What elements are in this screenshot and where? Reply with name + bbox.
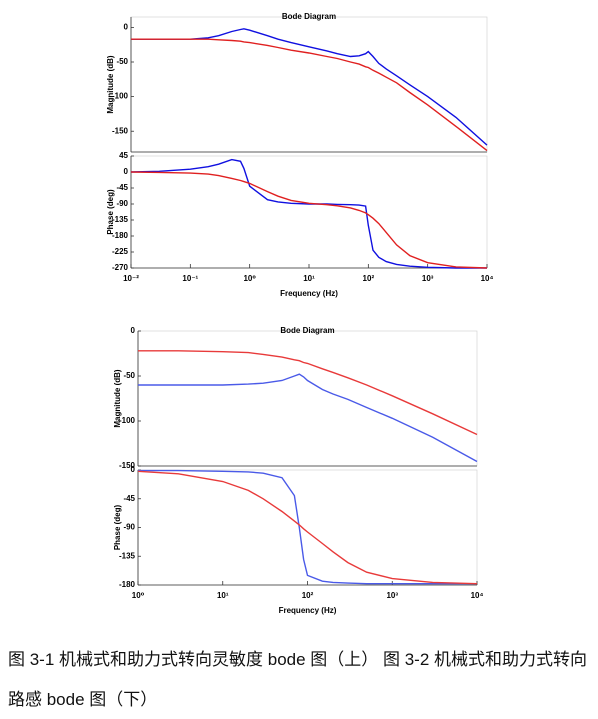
series-line [131,38,488,152]
y-axis-label: Magnitude (dB) [113,369,122,428]
y-axis-label: Magnitude (dB) [106,55,115,114]
y-tick-label: 0 [124,22,129,31]
y-tick-label: 0 [131,465,136,474]
y-tick-label: -150 [112,126,129,135]
y-tick-label: -225 [112,247,129,256]
chart-title: Bode Diagram [282,12,336,21]
series-line [131,28,488,146]
x-tick-label: 10² [363,274,375,283]
x-tick-label: 10³ [422,274,434,283]
y-tick-label: -135 [112,215,129,224]
y-tick-label: -135 [119,551,136,560]
x-tick-label: 10³ [386,591,398,600]
y-tick-label: -50 [123,371,135,380]
x-tick-label: 10⁰ [132,591,145,600]
x-axis-label: Frequency (Hz) [280,289,338,298]
x-tick-label: 10¹ [217,591,229,600]
x-tick-label: 10⁻² [123,274,139,283]
y-tick-label: -270 [112,263,129,272]
y-tick-label: -45 [123,494,135,503]
chart-title: Bode Diagram [280,326,334,335]
y-tick-label: -90 [123,523,135,532]
y-axis-label: Phase (deg) [106,189,115,235]
y-tick-label: -45 [116,183,128,192]
series-line [137,470,478,585]
x-tick-label: 10⁴ [471,591,484,600]
y-tick-label: -180 [119,580,136,589]
plot-frame [130,16,488,153]
series-line [130,158,487,269]
figures: Bode Diagram Magnitude (dB) 0 -50 -100 -150 Ph… [106,12,494,615]
y-tick-label: 45 [119,151,128,160]
y-tick-label: -100 [112,92,129,101]
x-tick-label: 10⁴ [481,274,494,283]
series-line [130,171,488,269]
x-tick-label: 10⁻¹ [182,274,198,283]
x-tick-label: 10⁰ [243,274,256,283]
series-line [138,373,478,463]
y-axis-label: Phase (deg) [113,504,122,550]
y-tick-label: -180 [112,231,129,240]
y-tick-label: 0 [131,326,136,335]
y-tick-label: -100 [119,416,136,425]
series-line [138,469,477,585]
x-tick-label: 10² [302,591,314,600]
plot-frame [137,469,478,586]
y-tick-label: 0 [124,167,129,176]
series-line [138,350,478,436]
y-tick-label: -50 [116,57,128,66]
caption: 图 3-1 机械式和助力式转向灵敏度 bode 图（上） 图 3-2 机械式和助… [8,650,588,709]
y-tick-label: -90 [116,199,128,208]
x-tick-label: 10¹ [303,274,315,283]
x-axis-label: Frequency (Hz) [279,606,337,615]
y-tick-label: -150 [119,461,136,470]
